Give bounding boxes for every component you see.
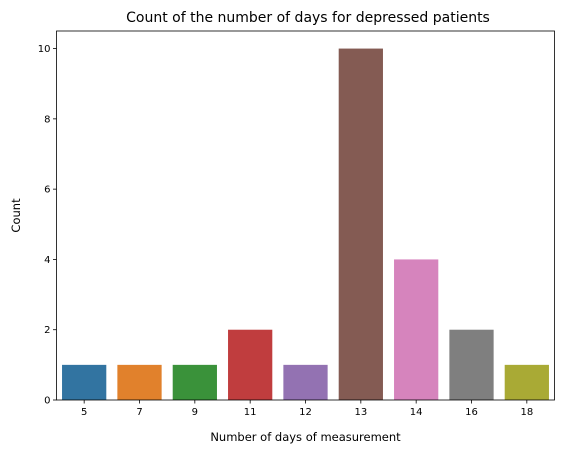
- bar-12: [283, 364, 328, 400]
- y-tick-label: 2: [44, 325, 50, 336]
- ticks-layer: 5 7 9 11 12 13 14 16 18 0 2 4 6 8 10: [38, 44, 533, 418]
- x-tick-label: 13: [354, 407, 367, 418]
- x-tick-label: 5: [81, 407, 87, 418]
- x-tick-label: 11: [244, 407, 257, 418]
- bar-9: [172, 364, 217, 400]
- y-tick-label: 4: [44, 255, 50, 266]
- x-axis-label: Number of days of measurement: [210, 430, 401, 444]
- bar-13: [338, 48, 383, 400]
- x-tick-label: 18: [520, 407, 533, 418]
- bar-7: [117, 364, 162, 400]
- bars-layer: [62, 48, 549, 400]
- x-tick-label: 9: [192, 407, 198, 418]
- chart-title: Count of the number of days for depresse…: [126, 10, 490, 26]
- bar-16: [449, 329, 494, 400]
- bar-18: [504, 364, 549, 400]
- y-axis-label: Count: [9, 198, 23, 233]
- y-tick-label: 8: [44, 114, 50, 125]
- x-tick-label: 14: [410, 407, 423, 418]
- bar-5: [62, 364, 107, 400]
- x-tick-label: 12: [299, 407, 312, 418]
- y-tick-label: 0: [44, 396, 50, 407]
- y-tick-label: 6: [44, 185, 50, 196]
- x-tick-label: 16: [465, 407, 478, 418]
- bar-11: [228, 329, 273, 400]
- y-tick-label: 10: [38, 44, 51, 55]
- x-tick-label: 7: [136, 407, 142, 418]
- bar-14: [394, 259, 439, 400]
- plot-frame: [56, 30, 555, 401]
